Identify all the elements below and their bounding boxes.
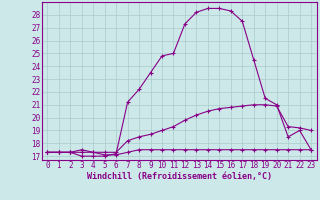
X-axis label: Windchill (Refroidissement éolien,°C): Windchill (Refroidissement éolien,°C) xyxy=(87,172,272,181)
